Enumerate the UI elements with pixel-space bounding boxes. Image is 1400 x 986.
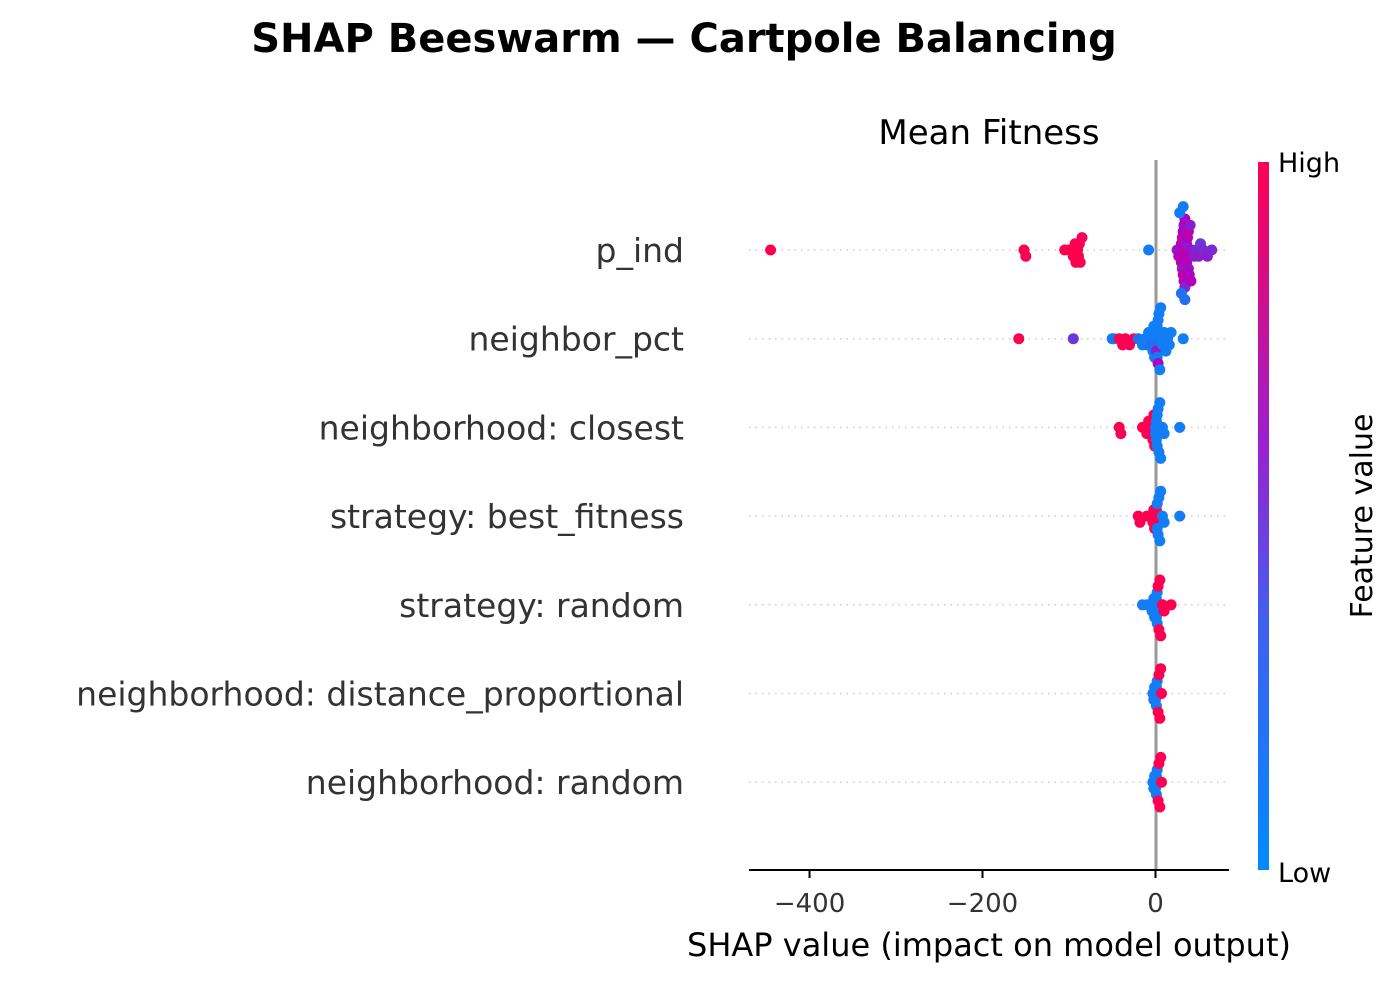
shap-point xyxy=(1067,333,1079,345)
shap-point xyxy=(1115,428,1127,440)
feature-label: neighborhood: distance_proportional xyxy=(76,675,684,714)
shap-point xyxy=(1156,776,1167,788)
x-ticks: −400 −200 0 xyxy=(774,870,1164,919)
shap-point xyxy=(1155,663,1167,675)
shap-point xyxy=(1174,421,1186,433)
shap-point xyxy=(1155,485,1167,497)
shap-point xyxy=(1154,712,1166,724)
shap-point xyxy=(1158,516,1170,528)
feature-label: neighbor_pct xyxy=(469,320,685,359)
colorbar-label: Feature value xyxy=(1345,414,1380,619)
shap-point xyxy=(1155,630,1167,642)
shap-point xyxy=(1185,275,1197,287)
shap-point xyxy=(1174,510,1186,522)
shap-point xyxy=(1074,256,1086,268)
shap-point xyxy=(1154,535,1166,547)
feature-labels: p_ind neighbor_pct neighborhood: closest st… xyxy=(76,231,684,802)
shap-point xyxy=(1177,201,1189,213)
shap-point xyxy=(1154,801,1166,813)
shap-point xyxy=(1184,219,1196,231)
shap-point xyxy=(1155,302,1167,314)
point-layer xyxy=(765,201,1218,813)
colorbar-high-label: High xyxy=(1278,148,1340,179)
feature-label: neighborhood: closest xyxy=(319,408,684,447)
x-axis-label: SHAP value (impact on model output) xyxy=(687,926,1291,964)
feature-label: strategy: random xyxy=(399,586,684,625)
shap-point xyxy=(1155,452,1167,464)
shap-point xyxy=(1154,397,1166,409)
shap-point xyxy=(1165,327,1177,338)
chart-title: Mean Fitness xyxy=(878,113,1099,153)
shap-point xyxy=(1154,574,1166,586)
colorbar xyxy=(1258,162,1269,870)
feature-label: p_ind xyxy=(596,231,684,270)
x-tick-label: −400 xyxy=(774,889,845,919)
colorbar-low-label: Low xyxy=(1278,858,1331,889)
shap-point xyxy=(1155,751,1167,763)
shap-point xyxy=(1165,599,1177,611)
shap-point xyxy=(1013,333,1025,345)
shap-point xyxy=(1163,339,1175,351)
shap-point xyxy=(1154,364,1166,376)
shap-point xyxy=(1156,688,1167,699)
feature-label: neighborhood: random xyxy=(306,763,684,802)
shap-point xyxy=(1158,428,1170,440)
x-tick-label: 0 xyxy=(1147,889,1164,919)
x-tick-label: −200 xyxy=(947,889,1018,919)
shap-point xyxy=(1020,250,1032,262)
shap-point xyxy=(1177,333,1189,345)
shap-point xyxy=(1143,244,1155,256)
shap-point xyxy=(1076,232,1088,244)
shap-point xyxy=(1206,244,1218,256)
chart-suptitle: SHAP Beeswarm — Cartpole Balancing xyxy=(251,16,1117,62)
shap-point xyxy=(765,244,777,256)
shap-point xyxy=(1179,294,1191,306)
feature-label: strategy: best_fitness xyxy=(330,497,684,536)
